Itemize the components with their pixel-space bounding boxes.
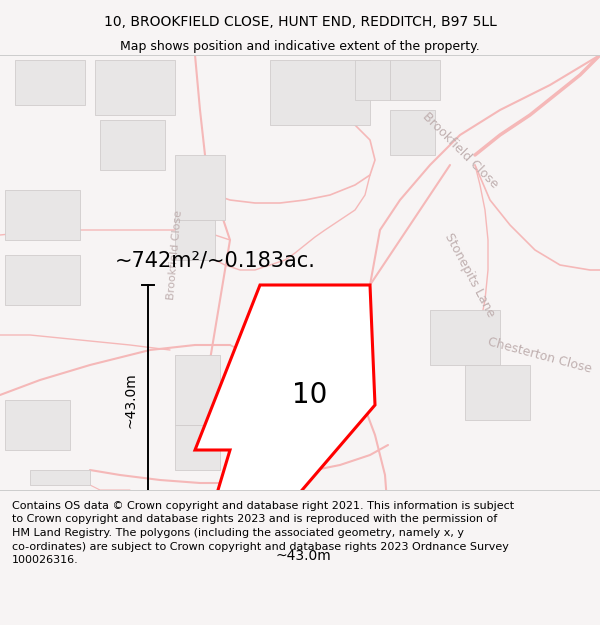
Polygon shape	[390, 110, 435, 155]
Polygon shape	[355, 60, 390, 100]
Text: 10, BROOKFIELD CLOSE, HUNT END, REDDITCH, B97 5LL: 10, BROOKFIELD CLOSE, HUNT END, REDDITCH…	[104, 16, 496, 29]
Text: Brookfield Close: Brookfield Close	[419, 109, 500, 191]
Polygon shape	[175, 220, 215, 260]
Text: Brookfield Close: Brookfield Close	[166, 210, 184, 300]
Text: 10: 10	[292, 381, 328, 409]
Polygon shape	[5, 255, 80, 305]
Text: ~43.0m: ~43.0m	[124, 372, 138, 428]
Polygon shape	[175, 155, 225, 220]
Polygon shape	[175, 355, 220, 425]
Polygon shape	[390, 60, 440, 100]
Polygon shape	[30, 470, 90, 485]
Polygon shape	[100, 120, 165, 170]
Polygon shape	[195, 285, 375, 515]
Polygon shape	[175, 425, 220, 470]
Text: ~742m²/~0.183ac.: ~742m²/~0.183ac.	[115, 250, 316, 270]
Text: Contains OS data © Crown copyright and database right 2021. This information is : Contains OS data © Crown copyright and d…	[12, 501, 514, 565]
Polygon shape	[95, 60, 175, 115]
Text: ~43.0m: ~43.0m	[275, 549, 331, 563]
Polygon shape	[465, 365, 530, 420]
Polygon shape	[15, 60, 85, 105]
Polygon shape	[270, 60, 370, 125]
Text: Stonepits Lane: Stonepits Lane	[442, 231, 497, 319]
Text: Chesterton Close: Chesterton Close	[487, 335, 593, 375]
Polygon shape	[430, 310, 500, 365]
Polygon shape	[5, 400, 70, 450]
Polygon shape	[5, 190, 80, 240]
Text: Map shows position and indicative extent of the property.: Map shows position and indicative extent…	[120, 39, 480, 52]
